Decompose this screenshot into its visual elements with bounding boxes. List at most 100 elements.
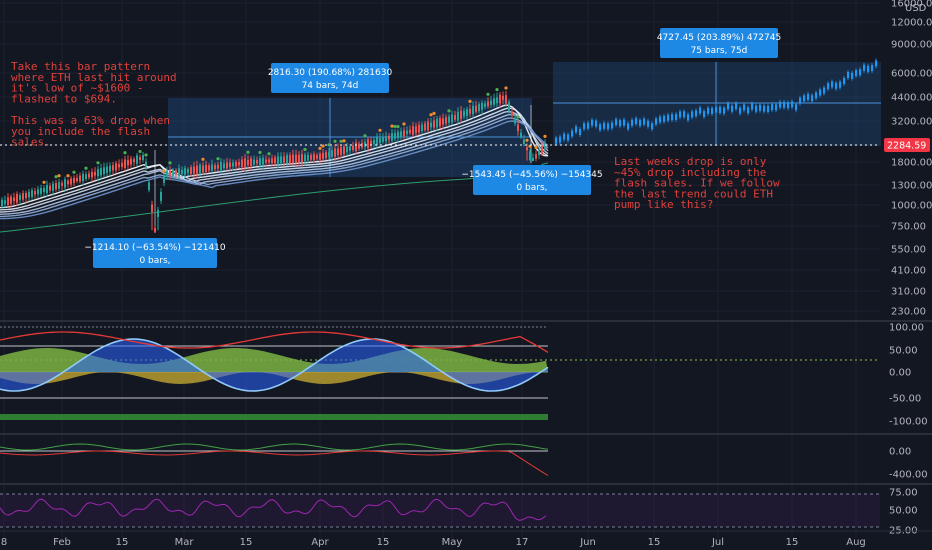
- price-bar: [223, 163, 225, 169]
- price-bar: [313, 154, 315, 161]
- price-bar: [85, 174, 87, 179]
- price-bar: [136, 155, 138, 164]
- price-bar: [316, 155, 318, 159]
- price-bar: [415, 126, 417, 133]
- annotation-left-line: This was a 63% drop when: [11, 114, 170, 127]
- price-bar: [172, 170, 174, 176]
- y-tick-label: 16000.00: [891, 0, 932, 10]
- price-bar: [67, 180, 69, 185]
- price-bar: [337, 148, 339, 156]
- price-bar: [364, 141, 366, 147]
- price-bar: [454, 115, 456, 120]
- price-bar: [214, 165, 216, 170]
- price-bar: [538, 150, 540, 156]
- x-tick-label: 15: [786, 537, 799, 548]
- price-bar: [142, 155, 144, 160]
- price-bar: [157, 209, 159, 217]
- price-bar: [256, 160, 258, 164]
- price-bar: [112, 165, 114, 171]
- y-tick-label: 750.00: [891, 222, 926, 233]
- measure-box-line2: 0 bars,: [516, 183, 547, 193]
- ma-line: [0, 107, 549, 211]
- y-tick-label: 1800.00: [891, 158, 932, 169]
- price-bar: [274, 157, 276, 164]
- ind3-y-label: 75.00: [889, 488, 918, 499]
- price-bar: [460, 110, 462, 120]
- price-bar: [541, 145, 543, 154]
- indicator-pane-1: 100.00 50.00 0.00 -50.00 -100.00: [0, 323, 928, 428]
- price-bar: [412, 126, 414, 135]
- price-bar: [532, 158, 534, 162]
- measure-box-bg: [473, 165, 591, 195]
- x-tick-label: Jun: [579, 537, 596, 548]
- price-bar: [478, 104, 480, 112]
- price-bar: [298, 154, 300, 162]
- indicator-pane-2: 0.00 -400.00: [0, 443, 928, 481]
- price-bar: [523, 139, 525, 145]
- signal-dot: [72, 170, 76, 174]
- price-bar: [505, 95, 507, 104]
- price-bar: [79, 175, 81, 182]
- signal-dot: [201, 157, 205, 161]
- y-tick-label: 1000.00: [891, 201, 932, 212]
- measure-box-line2: 74 bars, 74d: [302, 81, 359, 91]
- current-price-tag-text: 2284.59: [887, 141, 926, 152]
- price-bar: [226, 162, 228, 169]
- ind1-y-label: -50.00: [889, 394, 921, 405]
- price-bar: [232, 162, 234, 167]
- ind1-y-label: 100.00: [889, 323, 924, 334]
- current-price-tag: 2284.59: [884, 138, 930, 152]
- price-bar: [343, 146, 345, 155]
- signal-dot: [342, 139, 346, 143]
- price-bar: [205, 164, 207, 172]
- price-bar: [178, 168, 180, 177]
- price-bar: [166, 170, 168, 177]
- price-bar: [52, 183, 54, 191]
- price-bar: [28, 191, 30, 198]
- price-bar: [229, 162, 231, 168]
- price-bar: [508, 102, 510, 111]
- price-bar: [193, 166, 195, 174]
- annotation-left-line: it's low of ~$1600 -: [11, 82, 143, 95]
- ind1-wave-line: [0, 338, 549, 392]
- x-tick-label: Jul: [711, 537, 724, 548]
- price-bar: [133, 159, 135, 163]
- price-bar: [187, 169, 189, 173]
- price-bar: [472, 106, 474, 115]
- y-tick-label: 410.00: [891, 266, 926, 277]
- x-tick-label: May: [442, 537, 463, 548]
- price-bar: [418, 124, 420, 133]
- price-bar: [469, 109, 471, 114]
- price-bar: [115, 163, 117, 171]
- price-bar: [88, 173, 90, 178]
- ma-line: [0, 120, 549, 220]
- price-bar: [511, 111, 513, 116]
- annotation-right: Last weeks drop is only~45% drop includi…: [614, 155, 780, 211]
- price-bar: [16, 194, 18, 203]
- price-bar: [490, 100, 492, 105]
- price-bar: [49, 185, 51, 191]
- signal-dot: [468, 99, 472, 103]
- price-bar: [34, 191, 36, 195]
- y-axis-unit: USD: [905, 3, 927, 14]
- price-bar: [451, 114, 453, 123]
- annotation-right-line: flash sales. If we follow: [614, 177, 780, 190]
- price-bar: [82, 173, 84, 182]
- price-bar: [376, 137, 378, 146]
- ind3-band: [0, 494, 880, 527]
- annotation-right-line: ~45% drop including the: [614, 166, 766, 179]
- measure-box-bg: [271, 63, 389, 93]
- price-bar: [130, 158, 132, 165]
- price-bar: [76, 178, 78, 181]
- price-bar: [328, 152, 330, 157]
- price-bar: [7, 197, 9, 205]
- price-bar: [19, 195, 21, 200]
- price-bar: [64, 179, 66, 188]
- price-bar: [4, 200, 6, 204]
- price-bar: [400, 131, 402, 137]
- annotation-left-line: flashed to $694.: [11, 92, 117, 105]
- signal-dot: [543, 134, 547, 138]
- measure-box-line2: 0 bars,: [139, 256, 170, 266]
- ind3-line: [0, 498, 547, 521]
